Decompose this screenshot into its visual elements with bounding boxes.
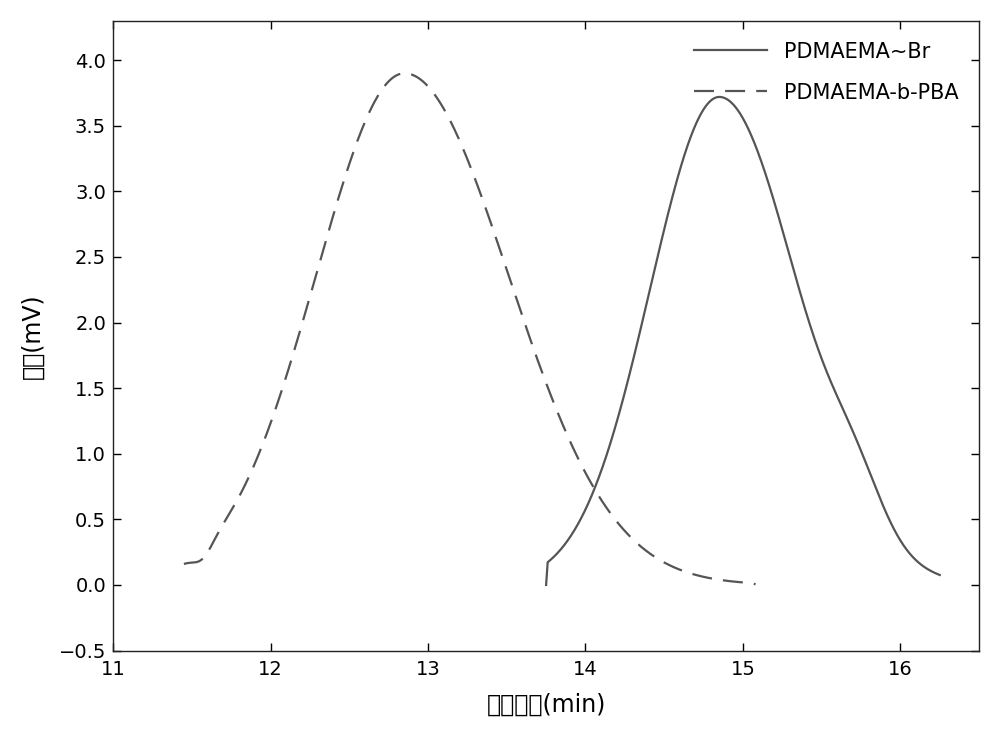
Legend: PDMAEMA~Br, PDMAEMA-b-PBA: PDMAEMA~Br, PDMAEMA-b-PBA: [684, 31, 969, 113]
PDMAEMA-b-PBA: [456, 142, 468, 151]
PDMAEMA~Br: [576, 511, 588, 520]
PDMAEMA~Br: [934, 570, 946, 579]
PDMAEMA~Br: [713, 92, 725, 101]
Line: PDMAEMA~Br: PDMAEMA~Br: [546, 97, 940, 585]
PDMAEMA-b-PBA: [178, 559, 190, 568]
PDMAEMA-b-PBA: [733, 578, 745, 587]
PDMAEMA~Br: [777, 230, 789, 238]
PDMAEMA~Br: [550, 550, 562, 559]
PDMAEMA-b-PBA: [628, 537, 640, 545]
PDMAEMA-b-PBA: [750, 580, 762, 589]
PDMAEMA-b-PBA: [207, 538, 219, 547]
PDMAEMA~Br: [563, 534, 575, 543]
Line: PDMAEMA-b-PBA: PDMAEMA-b-PBA: [184, 73, 756, 584]
PDMAEMA-b-PBA: [441, 110, 453, 119]
PDMAEMA~Br: [865, 470, 877, 479]
PDMAEMA~Br: [540, 581, 552, 590]
PDMAEMA-b-PBA: [398, 69, 410, 77]
PDMAEMA-b-PBA: [733, 578, 745, 587]
Y-axis label: 响应(mV): 响应(mV): [21, 293, 45, 379]
PDMAEMA~Br: [687, 126, 699, 135]
X-axis label: 保留时间(min): 保留时间(min): [486, 693, 606, 717]
